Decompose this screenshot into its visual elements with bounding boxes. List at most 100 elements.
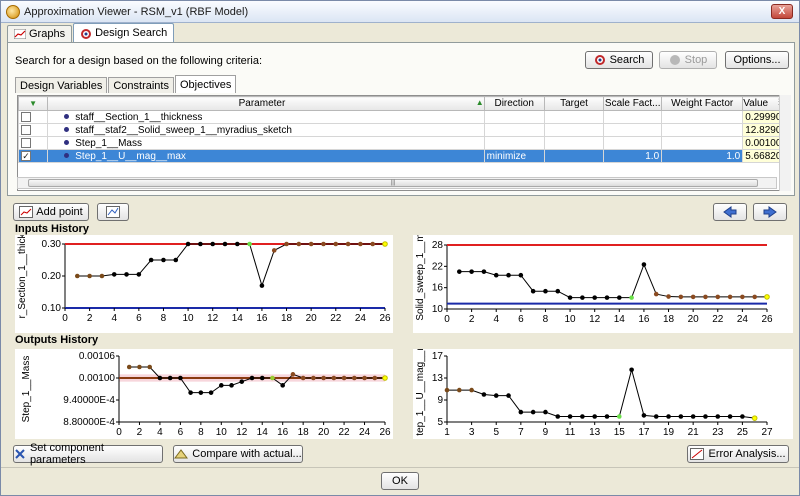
x-tick-label: 7 bbox=[518, 427, 524, 438]
row-checkbox-checked[interactable]: ✓ bbox=[21, 150, 31, 161]
data-point bbox=[469, 387, 474, 393]
x-tick-label: 8 bbox=[161, 313, 167, 324]
data-point bbox=[259, 283, 265, 288]
tab-design-variables[interactable]: Design Variables bbox=[15, 77, 108, 93]
table-row[interactable]: Step_1__Mass 0.001001 bbox=[18, 136, 790, 150]
objectives-grid: ▼ Parameter ▲ Direction Target Scale Fact… bbox=[18, 96, 790, 163]
column-header-weight[interactable]: Weight Factor bbox=[661, 96, 744, 111]
compare-with-actual-button[interactable]: Compare with actual... bbox=[173, 445, 303, 463]
row-checkbox[interactable] bbox=[21, 137, 31, 148]
tab-constraints[interactable]: Constraints bbox=[108, 77, 174, 93]
search-button-label: Search bbox=[609, 54, 645, 66]
row-checkbox-cell[interactable] bbox=[18, 136, 49, 150]
chart-settings-button[interactable] bbox=[97, 203, 129, 221]
x-tick-label: 4 bbox=[157, 427, 163, 438]
row-checkbox-cell[interactable] bbox=[18, 110, 49, 124]
x-tick-label: 14 bbox=[614, 314, 626, 325]
target-cell[interactable] bbox=[543, 136, 605, 150]
options-button[interactable]: Options... bbox=[725, 51, 789, 69]
target-cell[interactable] bbox=[543, 149, 605, 163]
main-tabs: Graphs Design Search bbox=[7, 23, 175, 42]
x-tick-label: 18 bbox=[663, 314, 675, 325]
weight-cell[interactable] bbox=[661, 136, 744, 150]
data-point bbox=[493, 393, 499, 398]
data-point bbox=[567, 414, 573, 419]
y-tick-label: 13 bbox=[432, 373, 444, 384]
scale-cell[interactable] bbox=[603, 123, 663, 137]
data-point bbox=[715, 294, 721, 300]
weight-cell[interactable]: 1.0 bbox=[661, 149, 744, 163]
data-point bbox=[148, 257, 154, 263]
scrollbar-thumb[interactable]: ||| bbox=[28, 179, 758, 187]
row-checkbox-cell[interactable]: ✓ bbox=[18, 149, 49, 163]
add-point-icon bbox=[19, 206, 34, 218]
x-tick-label: 4 bbox=[493, 314, 499, 325]
column-header-direction[interactable]: Direction bbox=[483, 96, 545, 111]
row-checkbox-cell[interactable] bbox=[18, 123, 49, 137]
direction-cell[interactable] bbox=[483, 136, 545, 150]
outputs-chart-mass: 0 2 4 6 8 10 12 14 16 18 20 22 24 26 8.80000E-4 9.40000… bbox=[15, 349, 393, 439]
set-component-parameters-button[interactable]: Set component parameters bbox=[13, 442, 163, 466]
title-bar: Approximation Viewer - RSM_v1 (RBF Model… bbox=[1, 1, 799, 23]
table-row[interactable]: staff__staf2__Solid_sweep_1__myradius_sk… bbox=[18, 123, 790, 137]
data-point bbox=[341, 375, 347, 381]
data-point bbox=[506, 393, 511, 398]
tab-design-search[interactable]: Design Search bbox=[73, 23, 175, 42]
close-button[interactable]: X bbox=[771, 4, 793, 19]
chart-svg: 1 3 5 7 9 11 13 15 17 19 21 23 25 27591317tep_1__U__m… bbox=[415, 349, 773, 438]
column-header-target[interactable]: Target bbox=[543, 96, 605, 111]
data-point bbox=[249, 375, 255, 381]
column-header-parameter[interactable]: Parameter ▲ bbox=[47, 96, 485, 111]
target-icon bbox=[80, 28, 92, 39]
table-row-selected[interactable]: ✓ Step_1__U__mag__max minimize 1.0 1.0 5… bbox=[18, 149, 790, 163]
criteria-tabs: Design Variables Constraints Objectives bbox=[15, 75, 237, 93]
weight-cell[interactable] bbox=[661, 123, 744, 137]
value-cell: 5.66820 bbox=[742, 149, 790, 163]
table-vertical-scrollbar[interactable] bbox=[779, 95, 791, 191]
stop-button[interactable]: Stop bbox=[659, 51, 717, 69]
tab-graphs[interactable]: Graphs bbox=[7, 25, 73, 42]
outputs-history-heading: Outputs History bbox=[15, 334, 99, 346]
target-cell[interactable] bbox=[543, 110, 605, 124]
table-row[interactable]: staff__Section_1__thickness 0.29990 bbox=[18, 110, 790, 124]
data-point bbox=[690, 414, 696, 419]
parameter-name: Step_1__Mass bbox=[75, 137, 142, 149]
target-cell[interactable] bbox=[543, 123, 605, 137]
data-point bbox=[740, 414, 745, 419]
objectives-table: ▼ Parameter ▲ Direction Target Scale Fact… bbox=[17, 95, 791, 191]
table-horizontal-scrollbar[interactable]: ||| bbox=[17, 177, 777, 189]
x-tick-label: 26 bbox=[379, 313, 391, 324]
next-button[interactable] bbox=[753, 203, 787, 221]
stop-button-label: Stop bbox=[684, 54, 708, 66]
direction-cell[interactable]: minimize bbox=[483, 149, 545, 163]
column-header-scale[interactable]: Scale Fact... bbox=[603, 96, 663, 111]
previous-button[interactable] bbox=[713, 203, 747, 221]
x-tick-label: 6 bbox=[518, 314, 524, 325]
data-point bbox=[751, 415, 758, 421]
data-point bbox=[75, 273, 80, 279]
direction-cell[interactable] bbox=[483, 123, 545, 137]
scale-cell[interactable]: 1.0 bbox=[603, 149, 663, 163]
app-icon bbox=[6, 4, 20, 19]
column-header-value[interactable]: Value bbox=[742, 96, 790, 111]
row-checkbox[interactable] bbox=[21, 111, 31, 122]
error-analysis-button[interactable]: Error Analysis... bbox=[687, 445, 789, 463]
direction-cell[interactable] bbox=[483, 110, 545, 124]
scale-cell[interactable] bbox=[603, 110, 663, 124]
scale-cell[interactable] bbox=[603, 136, 663, 150]
data-point bbox=[219, 383, 224, 388]
tab-objectives[interactable]: Objectives bbox=[174, 75, 237, 93]
add-point-button[interactable]: Add point bbox=[13, 203, 89, 221]
weight-cell[interactable] bbox=[661, 110, 744, 124]
x-tick-label: 16 bbox=[256, 313, 268, 324]
select-column-header[interactable]: ▼ bbox=[18, 96, 49, 111]
data-point bbox=[518, 409, 524, 415]
y-tick-label: 0.30 bbox=[42, 239, 62, 250]
data-point bbox=[690, 294, 696, 300]
parameter-name: staff__Section_1__thickness bbox=[75, 111, 203, 123]
data-point bbox=[764, 294, 770, 300]
x-tick-label: 26 bbox=[379, 427, 391, 438]
row-checkbox[interactable] bbox=[21, 124, 31, 135]
search-button[interactable]: Search bbox=[585, 51, 653, 69]
ok-button[interactable]: OK bbox=[381, 472, 419, 490]
